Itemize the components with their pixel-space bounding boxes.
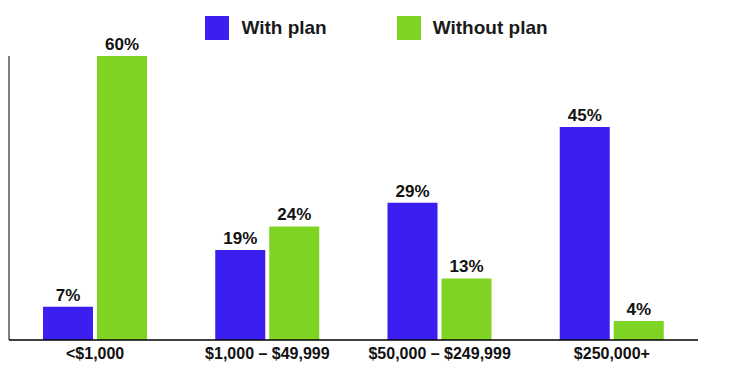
svg-text:19%: 19% [223, 229, 257, 248]
svg-text:<$1,000: <$1,000 [66, 345, 124, 362]
svg-text:4%: 4% [626, 300, 651, 319]
svg-text:60%: 60% [105, 35, 139, 54]
svg-text:13%: 13% [449, 257, 483, 276]
svg-text:29%: 29% [395, 182, 429, 201]
svg-text:$1,000 – $49,999: $1,000 – $49,999 [205, 345, 330, 362]
svg-text:45%: 45% [568, 106, 602, 125]
svg-text:24%: 24% [277, 205, 311, 224]
svg-text:$250,000+: $250,000+ [574, 345, 650, 362]
html-text:Without plan: Without plan [432, 17, 548, 38]
svg-text:$50,000 – $249,999: $50,000 – $249,999 [368, 345, 510, 362]
svg-text:7%: 7% [56, 286, 81, 305]
html-text:With plan: With plan [241, 17, 327, 38]
